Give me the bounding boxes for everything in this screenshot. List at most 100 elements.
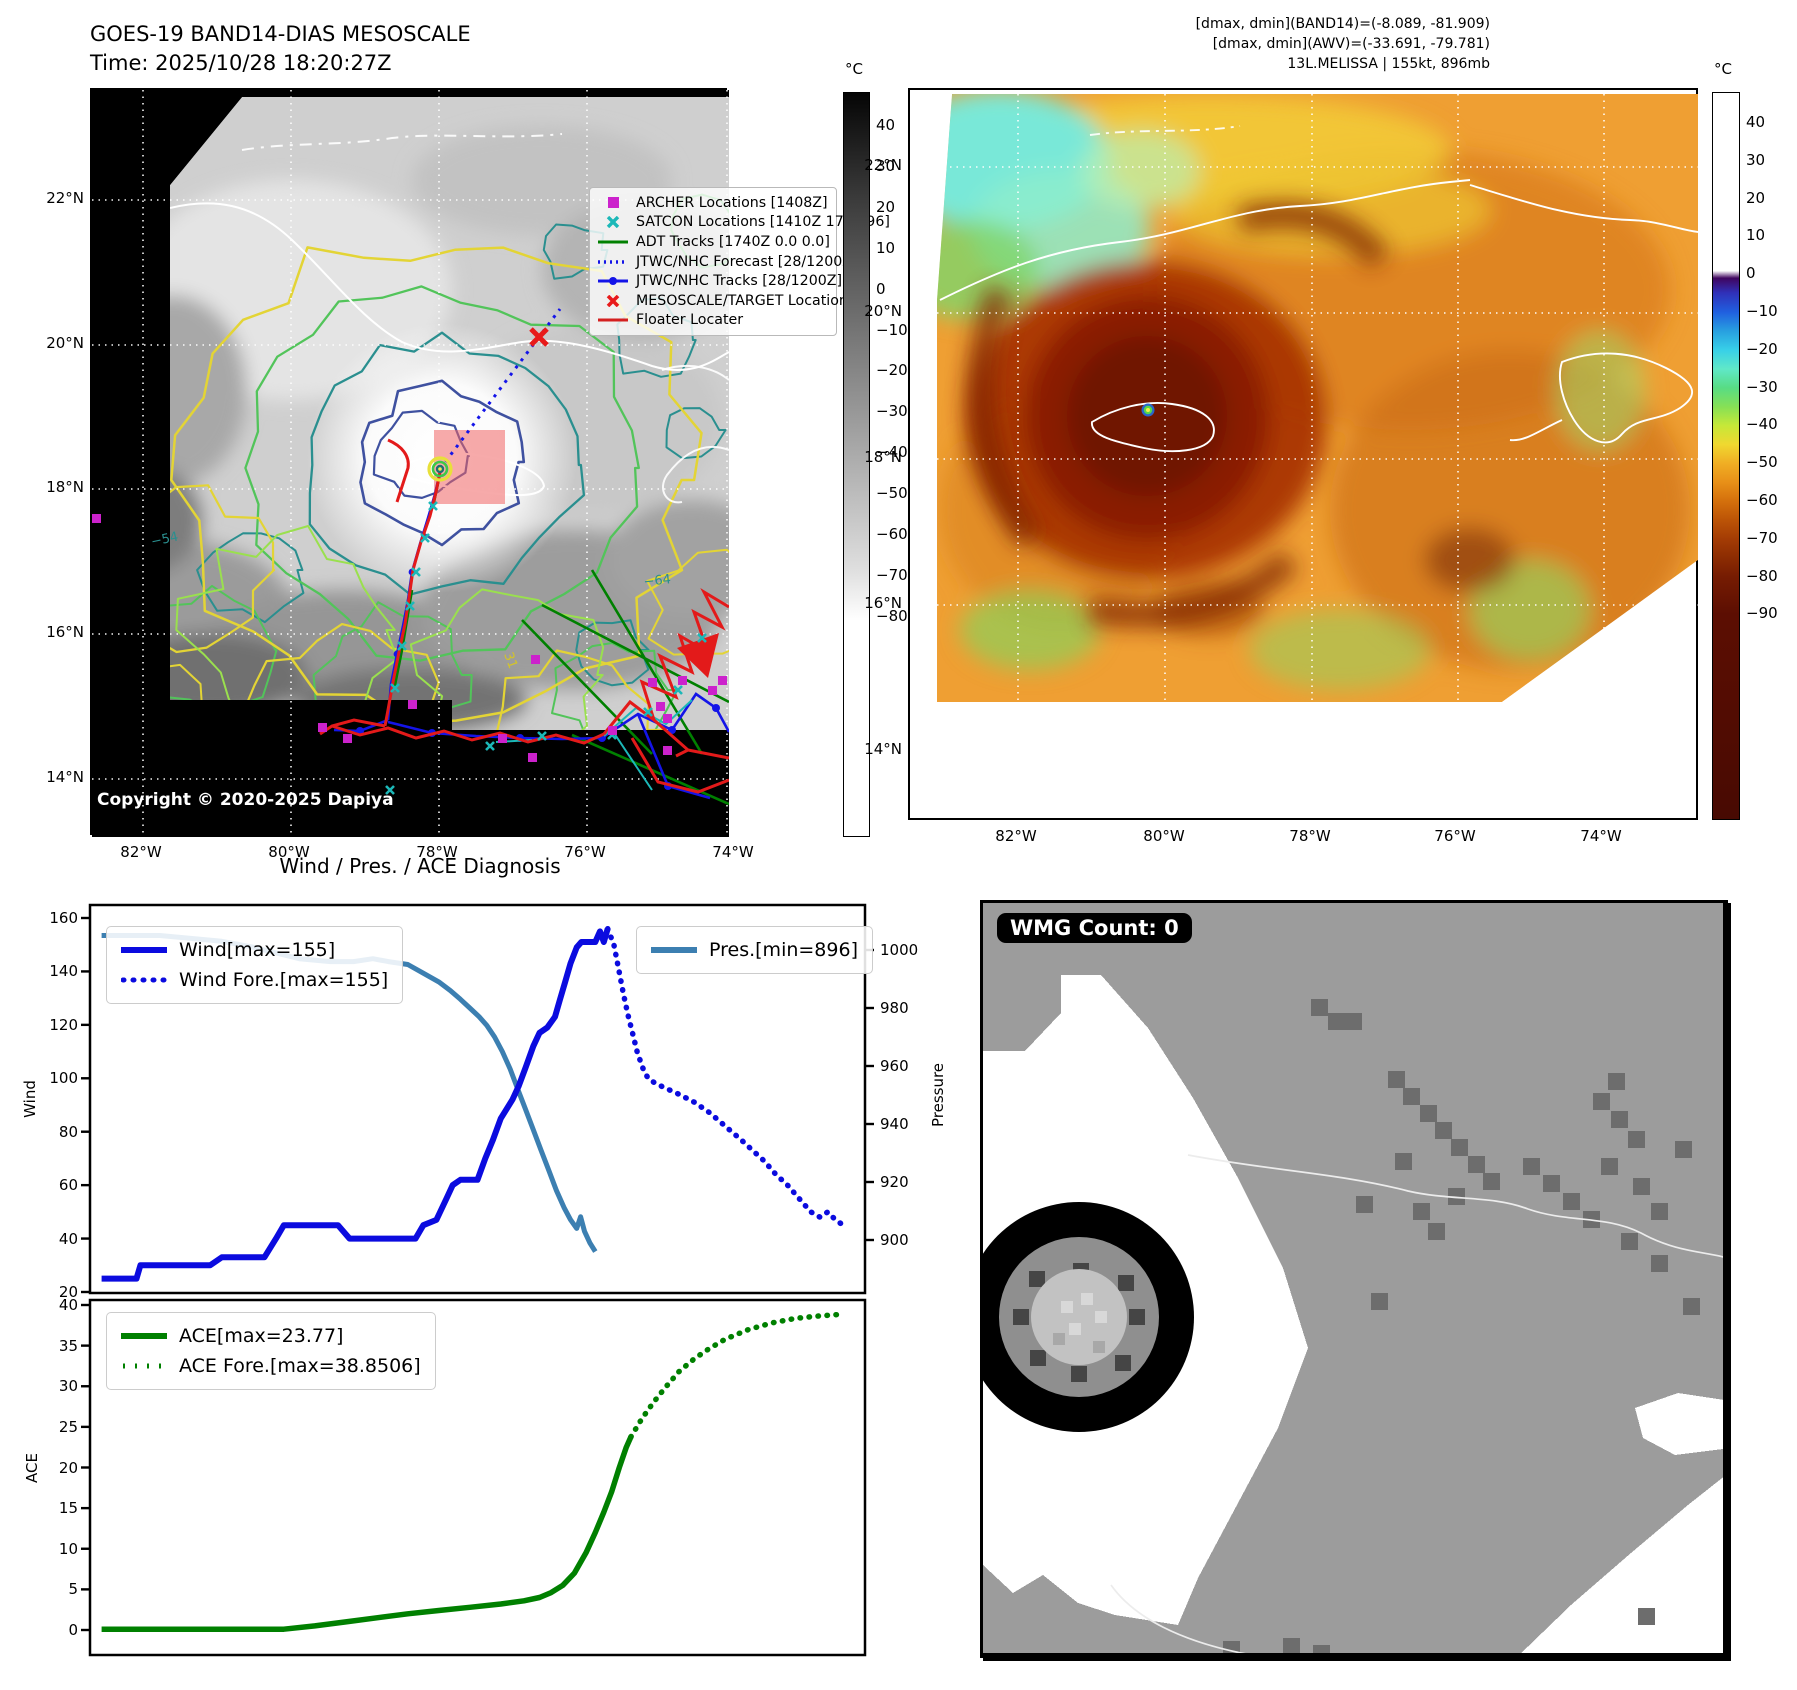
page-title: GOES-19 BAND14-DIAS MESOSCALE Time: 2025… [90, 20, 471, 78]
wind-tick: 100 [49, 1069, 78, 1088]
legend-item-archer: ARCHER Locations [1408Z] [597, 193, 829, 213]
wind-tick: 40 [58, 1229, 78, 1248]
adt-line-icon [597, 240, 629, 244]
band14-colorbar-tick: 40 [876, 116, 896, 134]
series-wind-fore-max-155- [604, 925, 847, 1228]
legend-item-floater: Floater Locater [597, 311, 829, 331]
legend-item-tracks: JTWC/NHC Tracks [28/1200Z] [597, 271, 842, 291]
wind-tick: 80 [58, 1122, 78, 1141]
ace-tick: 5 [68, 1580, 78, 1599]
pressure-tick: 1000 [880, 941, 919, 959]
legend-label: Pres.[min=896] [709, 939, 858, 961]
awv-eye-marker [1141, 403, 1155, 417]
wind-chart-frame [88, 903, 867, 1295]
pressure-axis-label: Pressure [929, 1062, 947, 1128]
pressure-tick: 980 [880, 999, 909, 1017]
hurricane-eye-marker [427, 456, 453, 482]
ace-tick: 0 [68, 1621, 78, 1639]
tracks-line-dot-icon [597, 276, 629, 286]
wind-legend: Wind[max=155] Wind Fore.[max=155] [106, 926, 404, 1004]
awv-lat-tick: 20°N [864, 302, 902, 320]
band14-map-panel[interactable]: −54 −64 31 [90, 88, 890, 837]
forecast-dotted-icon [597, 259, 629, 264]
legend-label: JTWC/NHC Forecast [28/1200Z] [636, 253, 858, 270]
pressure-tick: 940 [880, 1115, 909, 1133]
band14-lat-tick: 18°N [46, 478, 84, 496]
ace-legend: ACE[max=23.77] ACE Fore.[max=38.8506] [106, 1312, 436, 1390]
band14-colorbar-tick: −50 [876, 484, 908, 503]
legend-item-adt: ADT Tracks [1740Z 0.0 0.0] [597, 232, 830, 252]
awv-satellite-image [937, 94, 1698, 702]
awv-colorbar-tick: −90 [1746, 604, 1778, 623]
leg-label: Wind Fore.[max=155] [179, 969, 389, 991]
band14-lon-tick: 82°W [120, 843, 162, 861]
wmg-cloud-clusters [1223, 999, 1700, 1661]
wind-tick: 160 [49, 909, 78, 927]
archer-markers [92, 514, 727, 762]
chart-title: Wind / Pres. / ACE Diagnosis [279, 854, 561, 878]
awv-colorbar-tick: 40 [1746, 113, 1766, 131]
awv-colorbar [1712, 92, 1740, 820]
spiral-bands [967, 202, 1390, 628]
contour-label: −54 [150, 530, 180, 550]
awv-coastlines [939, 125, 1698, 453]
wmg-panel[interactable]: WMG Count: 0 [980, 900, 1731, 1661]
band14-colorbar-tick: −40 [876, 443, 908, 462]
storm-id: 13L.MELISSA | 155kt, 896mb [1287, 56, 1490, 72]
map-legend: ARCHER Locations [1408Z] SATCON Location… [589, 187, 890, 337]
ace-fore-dotted-icon [121, 1363, 167, 1369]
awv-map-panel[interactable] [908, 88, 1698, 820]
archer-square-icon [597, 196, 629, 209]
awv-lon-tick: 76°W [1434, 827, 1476, 845]
pressure-tick: 900 [880, 1231, 909, 1249]
band14-colorbar-tick: −30 [876, 402, 908, 421]
band14-colorbar-tick: −70 [876, 565, 908, 584]
band14-lat-tick: 20°N [46, 334, 84, 352]
awv-colorbar-tick: −20 [1746, 339, 1778, 358]
ace-tick: 25 [58, 1417, 78, 1436]
awv-colorbar-tick: −60 [1746, 491, 1778, 509]
wmg-image [983, 903, 1731, 1661]
diagnosis-charts[interactable] [0, 840, 1797, 1690]
band14-colorbar-tick: 0 [876, 279, 886, 298]
satellite-title: GOES-19 BAND14-DIAS MESOSCALE [90, 22, 471, 46]
legend-label: Wind[max=155] [179, 939, 336, 961]
band14-lat-tick: 22°N [46, 189, 84, 207]
wind-line-icon [121, 947, 167, 953]
band14-colorbar-tick: −10 [876, 320, 908, 339]
awv-lon-tick: 78°W [1289, 827, 1331, 845]
target-x-icon [529, 327, 549, 347]
band14-colorbar-unit: °C [845, 60, 863, 78]
wind-legend-dotted: Wind Fore.[max=155] [121, 965, 388, 995]
awv-colorbar-tick: −10 [1746, 302, 1778, 320]
awv-lat-tick: 14°N [864, 740, 902, 758]
legend-item-forecast: JTWC/NHC Forecast [28/1200Z] [597, 252, 858, 272]
band14-lon-tick: 76°W [564, 843, 606, 861]
awv-lat-tick: 16°N [864, 594, 902, 612]
awv-colorbar-tick: 10 [1746, 226, 1766, 245]
legend-item-satcon: SATCON Locations [1410Z 172 896] [597, 213, 890, 233]
pressure-legend-row: Pres.[min=896] [651, 935, 858, 965]
storm-tracks [319, 438, 729, 806]
pressure-tick: 960 [880, 1057, 909, 1075]
copyright-text: Copyright © 2020-2025 Dapiya [97, 790, 394, 810]
satcon-x-icon [597, 216, 629, 229]
band14-lat-tick: 16°N [46, 623, 84, 641]
wind-fore-dotted-icon [121, 977, 167, 983]
legend-label: ACE Fore.[max=38.8506] [179, 1355, 421, 1377]
coastline-hispaniola [661, 364, 729, 504]
wmg-storm-core [983, 1202, 1194, 1432]
pressure-tick: 920 [880, 1173, 909, 1191]
pressure-legend: Pres.[min=896] [636, 926, 873, 974]
ace-tick: 10 [58, 1539, 78, 1558]
band14-lon-tick: 74°W [712, 843, 754, 861]
band14-colorbar-tick: −20 [876, 361, 908, 380]
awv-colorbar-tick: −30 [1746, 377, 1778, 396]
ace-legend-solid: ACE[max=23.77] [121, 1321, 421, 1351]
wmg-count-badge: WMG Count: 0 [997, 913, 1192, 943]
contour-label: −64 [643, 572, 672, 590]
ace-tick: 30 [58, 1377, 78, 1396]
mesoscale-target-box [434, 430, 505, 504]
legend-label: ADT Tracks [1740Z 0.0 0.0] [636, 233, 830, 250]
